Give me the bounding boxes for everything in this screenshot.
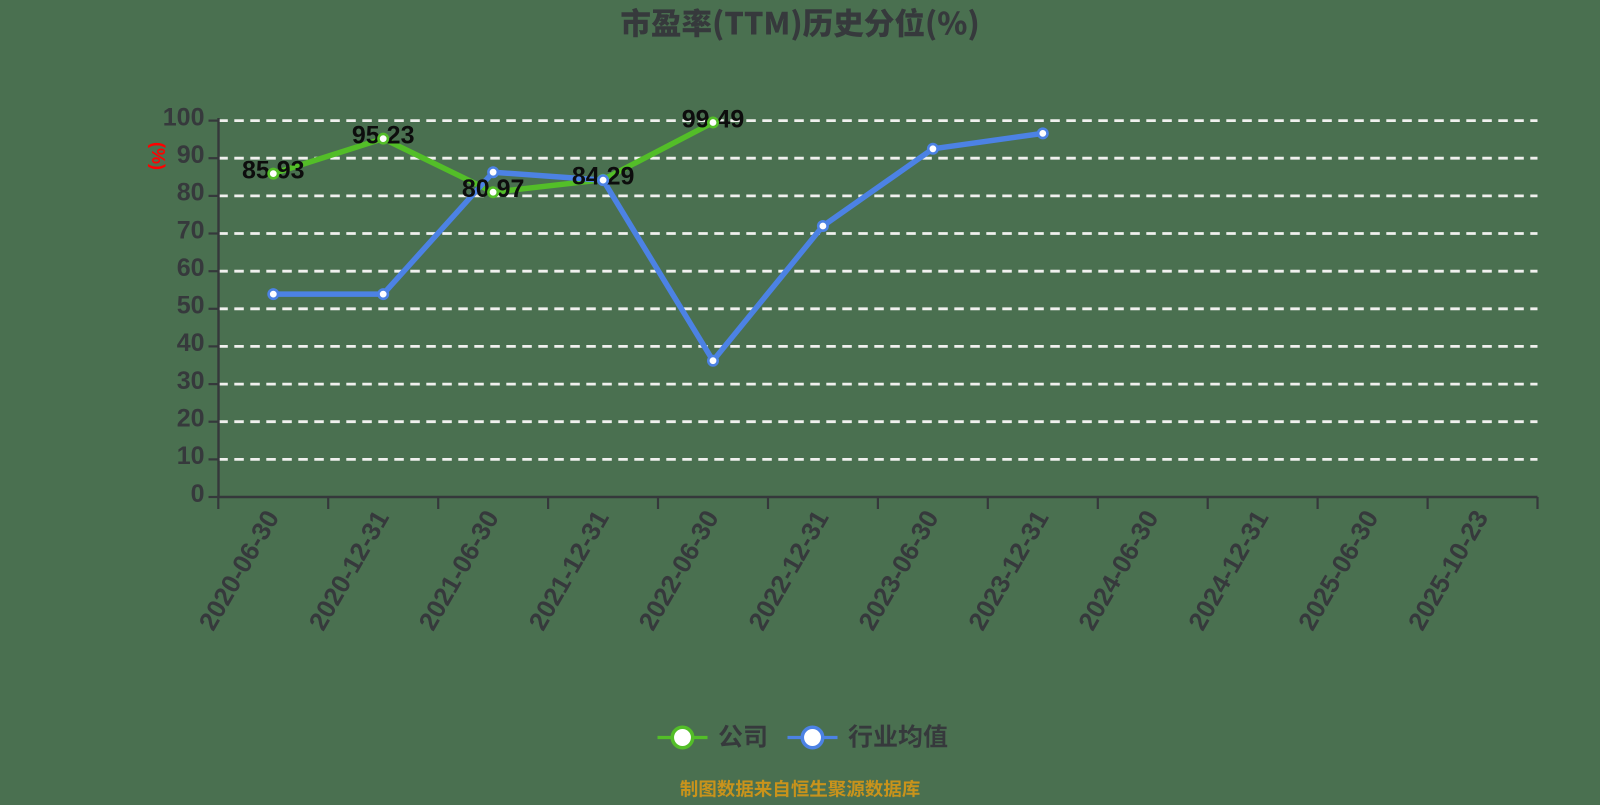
svg-text:60: 60 bbox=[177, 254, 205, 282]
svg-text:0: 0 bbox=[191, 480, 205, 508]
svg-text:100: 100 bbox=[163, 103, 205, 131]
svg-text:50: 50 bbox=[177, 292, 205, 320]
svg-text:40: 40 bbox=[177, 329, 205, 357]
svg-text:70: 70 bbox=[177, 216, 205, 244]
svg-text:10: 10 bbox=[177, 442, 205, 470]
svg-text:80: 80 bbox=[177, 179, 205, 207]
svg-text:20: 20 bbox=[177, 405, 205, 433]
svg-text:(%): (%) bbox=[148, 142, 168, 170]
svg-text:30: 30 bbox=[177, 367, 205, 395]
svg-text:90: 90 bbox=[177, 141, 205, 169]
